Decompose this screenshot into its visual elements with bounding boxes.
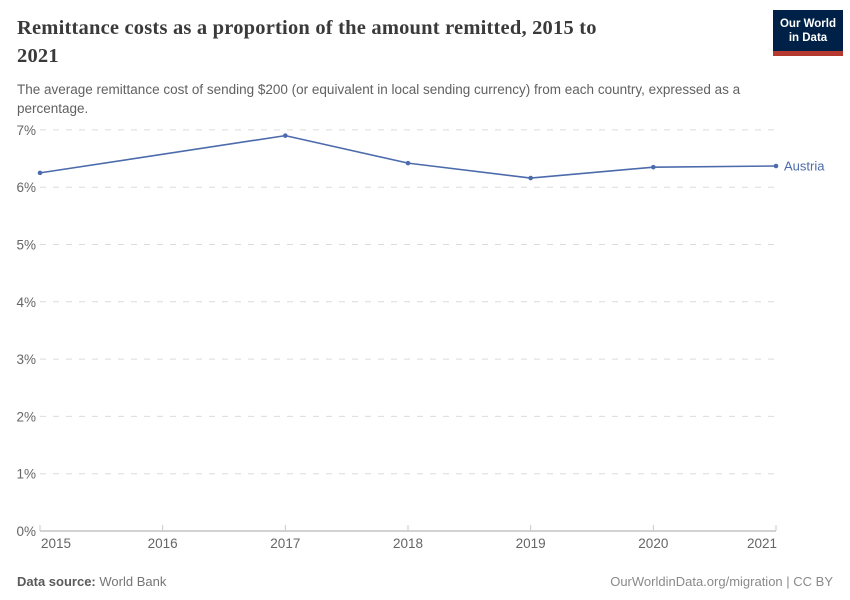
owid-logo-line-1: Our World bbox=[779, 18, 836, 30]
x-tick-label-2016: 2016 bbox=[148, 536, 178, 551]
y-tick-label-0pct: 0% bbox=[16, 524, 36, 539]
x-tick-label-2021: 2021 bbox=[747, 536, 777, 551]
chart-header: Remittance costs as a proportion of the … bbox=[17, 10, 843, 118]
title-line-2: 2021 bbox=[17, 45, 59, 67]
x-tick-label-2018: 2018 bbox=[393, 536, 423, 551]
x-tick-label-2015: 2015 bbox=[41, 536, 71, 551]
y-tick-label-3pct: 3% bbox=[16, 352, 36, 367]
owid-logo[interactable]: Our World in Data bbox=[773, 10, 843, 56]
y-tick-label-6pct: 6% bbox=[16, 180, 36, 195]
x-tick-label-2019: 2019 bbox=[516, 536, 546, 551]
y-tick-label-5pct: 5% bbox=[16, 238, 36, 253]
y-tick-label-1pct: 1% bbox=[16, 467, 36, 482]
data-source: Data source: World Bank bbox=[17, 574, 166, 589]
data-line-austria[interactable] bbox=[39, 134, 777, 179]
line-chart[interactable]: 0% 1% 2% 3% 4% 5% 6% 7% 2015 2016 2017 2018 2019 2020… bbox=[0, 115, 850, 560]
page-title: Remittance costs as a proportion of the … bbox=[17, 14, 697, 70]
x-tick-label-2020: 2020 bbox=[638, 536, 668, 551]
data-point-austria-4[interactable] bbox=[651, 164, 656, 170]
y-tick-label-2pct: 2% bbox=[16, 409, 36, 424]
owid-logo-line-2: in Data bbox=[788, 31, 828, 44]
data-point-austria-1[interactable] bbox=[283, 133, 288, 138]
chart-canvas[interactable]: 0% 1% 2% 3% 4% 5% 6% 7% 2015 2016 2017 2018 2019 2020… bbox=[0, 115, 850, 560]
data-source-label: Data source: bbox=[17, 574, 96, 589]
series-label-austria[interactable]: Austria bbox=[784, 158, 825, 173]
title-line-1: Remittance costs as a proportion of the … bbox=[17, 17, 597, 39]
chart-subtitle: The average remittance cost of sending $… bbox=[17, 82, 741, 116]
y-tick-label-7pct: 7% bbox=[16, 123, 36, 138]
data-point-austria-0[interactable] bbox=[37, 170, 43, 176]
chart-footer: Data source: World Bank OurWorldinData.o… bbox=[17, 574, 833, 589]
data-point-austria-2[interactable] bbox=[405, 160, 411, 166]
data-point-austria-3[interactable] bbox=[528, 175, 533, 181]
data-source-value: World Bank bbox=[99, 574, 167, 589]
credit-link[interactable]: OurWorldinData.org/migration | CC BY bbox=[610, 574, 833, 589]
data-point-austria-5[interactable] bbox=[773, 163, 779, 169]
x-tick-label-2017: 2017 bbox=[270, 536, 300, 551]
y-tick-label-4pct: 4% bbox=[16, 295, 36, 310]
